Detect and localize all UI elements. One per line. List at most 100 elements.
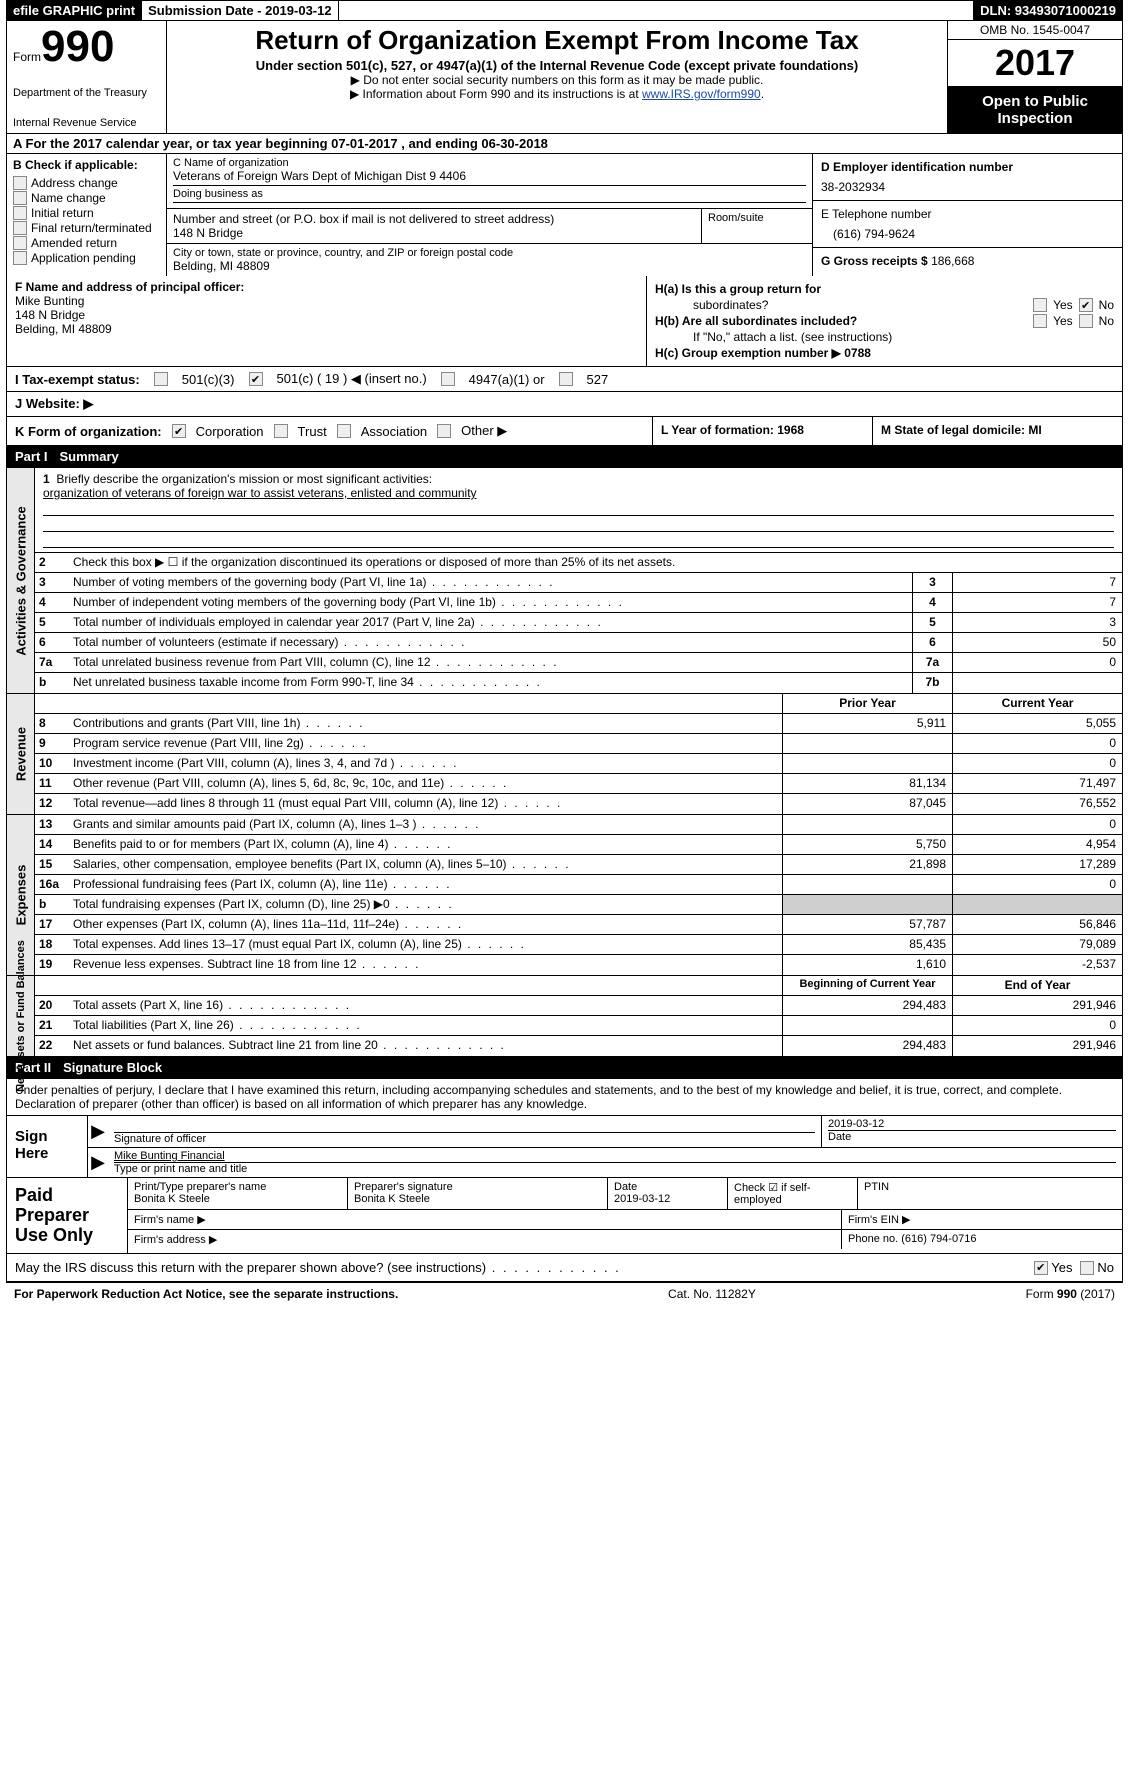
current-year-value: -2,537 — [952, 955, 1122, 975]
form-title: Return of Organization Exempt From Incom… — [177, 25, 937, 56]
line-text: Contributions and grants (Part VIII, lin… — [69, 714, 782, 733]
checkbox-icon[interactable] — [1033, 298, 1047, 312]
line-text: Number of independent voting members of … — [69, 593, 912, 612]
checkbox-icon[interactable] — [559, 372, 573, 386]
checkbox-icon[interactable] — [13, 206, 27, 220]
gross-label: G Gross receipts $ — [821, 254, 931, 268]
line-code: 7b — [912, 673, 952, 693]
checkbox-icon[interactable] — [337, 424, 351, 438]
row-i: I Tax-exempt status: 501(c)(3) 501(c) ( … — [6, 367, 1123, 392]
line-code: 7a — [912, 653, 952, 672]
yes-label: Yes — [1051, 1260, 1072, 1275]
checkbox-icon[interactable] — [249, 372, 263, 386]
gross-receipts-cell: G Gross receipts $ 186,668 — [813, 248, 1122, 274]
checkbox-icon[interactable] — [441, 372, 455, 386]
line-num: 16a — [35, 875, 69, 894]
table-row: 3 Number of voting members of the govern… — [35, 573, 1122, 593]
dln: DLN: 93493071000219 — [974, 1, 1122, 20]
line-code: 6 — [912, 633, 952, 652]
header-left: Form990 Department of the Treasury Inter… — [7, 21, 167, 133]
part-1-label: Part I — [15, 449, 48, 464]
blank — [69, 694, 782, 713]
prior-year-value — [782, 815, 952, 834]
line-num: 2 — [35, 553, 69, 572]
prior-year-hdr: Prior Year — [782, 694, 952, 713]
line-num: 8 — [35, 714, 69, 733]
checkbox-icon[interactable] — [154, 372, 168, 386]
row-k-left: K Form of organization: Corporation Trus… — [7, 417, 652, 445]
checkbox-icon[interactable] — [1079, 314, 1093, 328]
line-num: 18 — [35, 935, 69, 954]
line-value: 7 — [952, 573, 1122, 592]
line-num: 4 — [35, 593, 69, 612]
net-body: Beginning of Current Year End of Year 20… — [35, 976, 1122, 1056]
checkbox-icon[interactable] — [274, 424, 288, 438]
checkbox-icon[interactable] — [1079, 298, 1093, 312]
checkbox-icon[interactable] — [13, 191, 27, 205]
dba-label: Doing business as — [173, 188, 806, 200]
side-net: Net Assets or Fund Balances — [7, 976, 35, 1056]
firm-addr-cell: Firm's address ▶ — [128, 1230, 842, 1249]
header-right: OMB No. 1545-0047 2017 Open to Public In… — [947, 21, 1122, 133]
h-a2-row: subordinates? Yes No — [655, 298, 1114, 312]
checkbox-icon[interactable] — [13, 176, 27, 190]
tax-year: 2017 — [948, 40, 1122, 87]
checkbox-icon[interactable] — [1033, 314, 1047, 328]
line-text: Total number of volunteers (estimate if … — [69, 633, 912, 652]
prior-year-value — [782, 1016, 952, 1035]
box-c: C Name of organization Veterans of Forei… — [167, 154, 812, 276]
firm-ein-cell: Firm's EIN ▶ — [842, 1210, 1122, 1229]
side-label-text: Net Assets or Fund Balances — [15, 940, 27, 1092]
current-year-value: 0 — [952, 754, 1122, 773]
checkbox-icon[interactable] — [1080, 1261, 1094, 1275]
prep-name-cell: Print/Type preparer's name Bonita K Stee… — [128, 1178, 348, 1209]
table-row: 10 Investment income (Part VIII, column … — [35, 754, 1122, 774]
firm-phone-cell: Phone no. (616) 794-0716 — [842, 1230, 1122, 1249]
street-cell: Number and street (or P.O. box if mail i… — [167, 209, 702, 243]
sig-officer-cell: Signature of officer — [108, 1116, 822, 1147]
table-row: 4 Number of independent voting members o… — [35, 593, 1122, 613]
top-bar: efile GRAPHIC print Submission Date - 20… — [6, 0, 1123, 21]
topbar-gap — [339, 1, 975, 20]
irs-label: Internal Revenue Service — [13, 117, 160, 129]
prior-year-value: 57,787 — [782, 915, 952, 934]
checkbox-icon[interactable] — [13, 221, 27, 235]
line-code: 4 — [912, 593, 952, 612]
revenue-grid: Revenue Prior Year Current Year 8 Contri… — [6, 694, 1123, 815]
page-footer: For Paperwork Reduction Act Notice, see … — [6, 1282, 1123, 1305]
line-text: Salaries, other compensation, employee b… — [69, 855, 782, 874]
sign-here-label: Sign Here — [7, 1116, 87, 1177]
checkbox-icon[interactable] — [13, 251, 27, 265]
end-year-hdr: End of Year — [952, 976, 1122, 995]
line-text: Net assets or fund balances. Subtract li… — [69, 1036, 782, 1056]
checkbox-icon[interactable] — [172, 424, 186, 438]
prep-date-label: Date — [614, 1181, 721, 1193]
checkbox-icon[interactable] — [1034, 1261, 1048, 1275]
part-2-title: Signature Block — [63, 1060, 162, 1075]
line-1-text: Briefly describe the organization's miss… — [56, 472, 432, 486]
current-year-value: 0 — [952, 734, 1122, 753]
checkbox-icon[interactable] — [437, 424, 451, 438]
mission-text: organization of veterans of foreign war … — [43, 486, 1114, 500]
sig-row-2: ▶ Mike Bunting Financial Type or print n… — [88, 1148, 1122, 1177]
irs-link[interactable]: www.IRS.gov/form990 — [642, 87, 761, 101]
line-text: Professional fundraising fees (Part IX, … — [69, 875, 782, 894]
box-f-label: F Name and address of principal officer: — [15, 280, 244, 294]
sig-date-cell: 2019-03-12 Date — [822, 1116, 1122, 1147]
checkbox-icon[interactable] — [13, 236, 27, 250]
governance-grid: Activities & Governance 1 Briefly descri… — [6, 468, 1123, 694]
box-b: B Check if applicable: Address change Na… — [7, 154, 167, 276]
row-a-tax-year: A For the 2017 calendar year, or tax yea… — [6, 134, 1123, 154]
current-year-value — [952, 895, 1122, 914]
line-num: 11 — [35, 774, 69, 793]
year-formation: L Year of formation: 1968 — [661, 423, 804, 437]
line-num: 15 — [35, 855, 69, 874]
prior-year-value: 294,483 — [782, 1036, 952, 1056]
phone-cell: E Telephone number (616) 794-9624 — [813, 201, 1122, 248]
city-value: Belding, MI 48809 — [173, 259, 806, 273]
prep-self-emp-cell: Check ☑ if self-employed — [728, 1178, 858, 1209]
line-num: 12 — [35, 794, 69, 814]
form-word: Form — [13, 50, 41, 64]
table-row: b Net unrelated business taxable income … — [35, 673, 1122, 693]
current-year-value: 79,089 — [952, 935, 1122, 954]
